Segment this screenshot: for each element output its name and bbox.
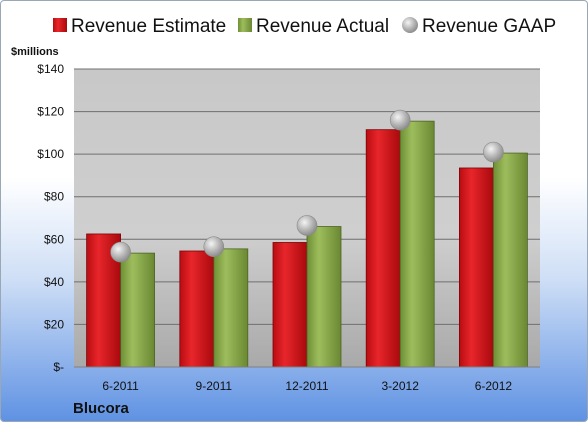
x-tick-label: 9-2011 [196, 379, 233, 393]
y-axis-ticks: $- $20 $40 $60 $80 $100 $120 $140 [37, 62, 64, 374]
y-tick-label: $40 [44, 275, 64, 289]
y-tick-label: $100 [37, 147, 64, 161]
legend-swatch-revenue-actual [238, 18, 252, 32]
bar-revenue-actual [213, 248, 249, 368]
y-tick-label: $120 [37, 105, 64, 119]
company-label: Blucora [73, 400, 130, 417]
x-tick-label: 6-2011 [102, 379, 139, 393]
bar-revenue-actual [306, 226, 342, 368]
marker-revenue-gaap [389, 109, 411, 131]
legend-label-revenue-estimate: Revenue Estimate [71, 16, 226, 37]
bar-revenue-actual [120, 252, 155, 368]
gaap-markers [110, 109, 504, 263]
y-tick-label: $- [53, 360, 64, 374]
x-tick-label: 3-2012 [382, 379, 420, 393]
x-tick-label: 12-2011 [285, 379, 328, 393]
x-tick-label: 6-2012 [475, 379, 513, 393]
bar-revenue-estimate [179, 250, 215, 368]
legend-marker-revenue-gaap [402, 17, 418, 33]
marker-revenue-gaap [110, 241, 131, 263]
legend-label-revenue-actual: Revenue Actual [256, 16, 389, 37]
bar-revenue-actual [492, 152, 528, 368]
legend: Revenue Estimate Revenue Actual Revenue … [53, 16, 556, 37]
marker-revenue-gaap [296, 215, 318, 236]
marker-revenue-gaap [203, 236, 225, 258]
y-tick-label: $20 [44, 317, 64, 331]
x-axis-ticks: 6-2011 9-2011 12-2011 3-2012 6-2012 [102, 379, 512, 393]
bar-revenue-estimate [458, 167, 494, 368]
bar-revenue-actual [399, 120, 435, 368]
bar-revenue-estimate [365, 129, 401, 368]
y-tick-label: $140 [37, 62, 64, 76]
y-tick-label: $60 [44, 232, 64, 246]
legend-swatch-revenue-estimate [53, 18, 67, 32]
y-axis-unit-label: $millions [11, 46, 59, 58]
marker-revenue-gaap [483, 141, 504, 163]
legend-label-revenue-gaap: Revenue GAAP [422, 16, 556, 37]
bar-revenue-estimate [272, 242, 308, 368]
bars [86, 120, 528, 368]
y-tick-label: $80 [44, 190, 64, 204]
